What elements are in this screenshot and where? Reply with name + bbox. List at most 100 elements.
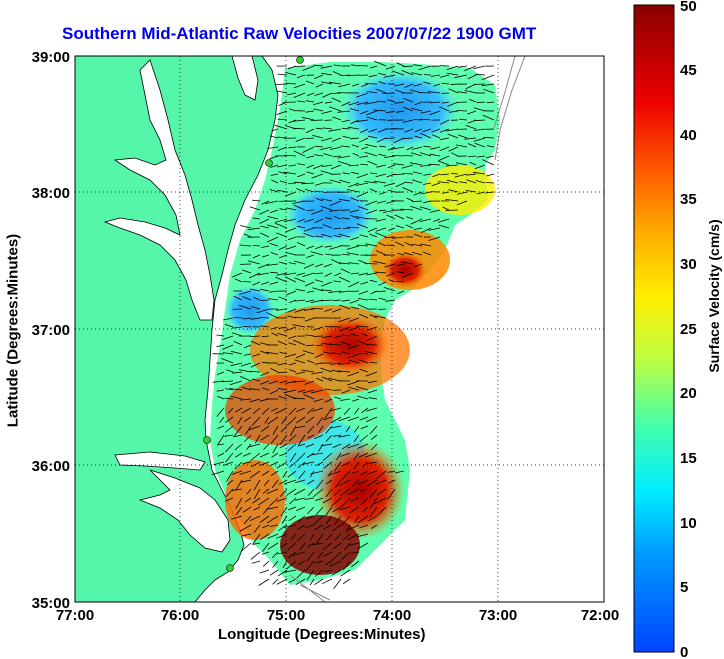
velocity-arrow [321, 198, 333, 202]
velocity-arrow [375, 227, 387, 232]
velocity-arrow [340, 398, 351, 401]
velocity-arrow [401, 137, 414, 140]
velocity-arrow [333, 227, 342, 230]
velocity-arrow [266, 236, 279, 243]
velocity-arrow [394, 89, 405, 94]
velocity-arrow [286, 92, 297, 96]
velocity-arrow [259, 452, 270, 458]
velocity-arrow [313, 164, 324, 170]
velocity-arrow [327, 470, 333, 477]
velocity-arrow [288, 362, 297, 366]
velocity-arrow [322, 416, 333, 421]
velocity-arrow [303, 263, 315, 269]
velocity-arrow [356, 244, 369, 247]
velocity-arrow [367, 91, 378, 94]
velocity-arrow [413, 119, 423, 121]
velocity-arrow [475, 73, 486, 76]
velocity-arrow [267, 416, 279, 425]
velocity-arrow [294, 65, 306, 67]
velocity-arrow [313, 64, 324, 67]
velocity-arrow [301, 182, 315, 185]
velocity-arrow [375, 88, 387, 94]
velocity-arrow [304, 317, 315, 322]
x-tick-label: 75:00 [267, 607, 305, 624]
velocity-arrow [288, 434, 297, 442]
velocity-arrow [293, 150, 306, 157]
velocity-arrow [432, 173, 441, 178]
velocity-arrow [296, 272, 306, 276]
velocity-arrow [341, 217, 351, 220]
velocity-arrow [311, 308, 324, 310]
velocity-arrow [403, 182, 414, 184]
velocity-arrow [279, 208, 288, 211]
velocity-arrow [420, 164, 432, 167]
velocity-arrow [384, 263, 396, 268]
velocity-arrow [394, 241, 405, 247]
x-axis: 77:00 76:00 75:00 74:00 73:00 72:00 [56, 607, 619, 624]
velocity-arrow [323, 153, 333, 157]
velocity-arrow [476, 101, 486, 104]
velocity-arrow [376, 164, 387, 168]
velocity-arrow [277, 146, 288, 151]
velocity-arrow [225, 452, 234, 463]
velocity-arrow [261, 407, 270, 415]
velocity-arrow [321, 376, 333, 382]
velocity-arrow [340, 569, 351, 577]
velocity-arrow [331, 92, 342, 94]
velocity-arrow [328, 343, 342, 346]
velocity-arrow [332, 155, 342, 158]
velocity-arrow [395, 182, 405, 188]
velocity-arrow [474, 142, 486, 148]
velocity-arrow [333, 280, 342, 283]
velocity-arrow [254, 434, 261, 444]
velocity-arrow [279, 254, 288, 259]
velocity-arrow [306, 452, 315, 458]
velocity-arrow [222, 335, 234, 340]
velocity-arrow [277, 332, 288, 337]
velocity-arrow [322, 224, 333, 229]
velocity-arrow [396, 281, 405, 283]
velocity-arrow [312, 326, 324, 331]
velocity-arrow [250, 288, 261, 292]
velocity-arrow [328, 290, 342, 293]
velocity-arrow [482, 159, 495, 166]
velocity-arrow [446, 128, 459, 132]
velocity-arrow [448, 189, 459, 193]
velocity-arrow [339, 326, 351, 332]
velocity-arrow [260, 425, 270, 433]
velocity-arrow [331, 369, 342, 373]
velocity-arrow [224, 434, 234, 437]
velocity-arrow [338, 83, 351, 88]
velocity-arrow [302, 65, 315, 71]
velocity-arrow [369, 188, 378, 193]
velocity-arrow [321, 72, 333, 76]
velocity-arrow [281, 416, 288, 425]
velocity-arrow [325, 253, 333, 256]
velocity-arrow [216, 344, 225, 348]
velocity-arrow [312, 335, 324, 337]
velocity-arrow [357, 443, 369, 449]
velocity-arrow [447, 101, 459, 107]
velocity-arrow [369, 497, 378, 509]
velocity-arrow [314, 578, 324, 586]
velocity-arrow [365, 416, 378, 423]
velocity-arrow [262, 506, 270, 515]
velocity-arrow [329, 200, 342, 207]
velocity-arrow [464, 90, 477, 94]
velocity-arrow [239, 376, 252, 382]
velocity-arrow [373, 260, 387, 265]
x-tick-label: 76:00 [161, 607, 199, 624]
velocity-arrow [376, 250, 387, 256]
velocity-arrow [248, 272, 261, 279]
velocity-arrow [267, 216, 279, 220]
velocity-arrow [296, 74, 306, 79]
velocity-arrow [285, 276, 297, 283]
velocity-arrow [382, 92, 396, 94]
velocity-arrow [358, 353, 369, 355]
velocity-arrow [306, 100, 315, 103]
velocity-arrow [283, 272, 297, 276]
velocity-arrow [485, 182, 495, 184]
velocity-arrow [313, 108, 324, 112]
velocity-arrow [454, 74, 468, 79]
velocity-arrow [285, 227, 297, 233]
